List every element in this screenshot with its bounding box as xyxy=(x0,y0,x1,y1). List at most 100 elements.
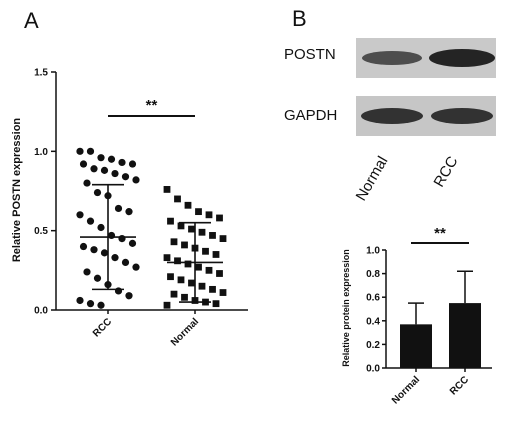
blot-lane-label-normal: Normal xyxy=(353,154,392,204)
dot-plot-point-rcc xyxy=(100,166,109,174)
panel-b-letter: B xyxy=(292,6,307,31)
bar-rcc xyxy=(449,303,481,368)
dot-plot-point-normal xyxy=(181,293,188,301)
bar-chart-significance-label: ** xyxy=(434,225,446,242)
dot-plot-point-rcc xyxy=(100,249,109,257)
dot-plot-point-normal xyxy=(170,238,178,246)
dot-plot-point-rcc xyxy=(114,287,123,295)
dot-plot-point-rcc xyxy=(90,165,98,173)
dot-plot-point-normal xyxy=(177,276,185,284)
bar-chart-y-tick-label: 0.4 xyxy=(366,316,380,327)
dot-plot-point-rcc xyxy=(76,147,84,155)
bar-chart-x-tick-label: Normal xyxy=(390,374,422,406)
dot-plot-x-tick-label: Normal xyxy=(169,316,201,348)
dot-plot-point-normal xyxy=(163,254,171,262)
dot-plot-point-rcc xyxy=(93,188,102,197)
dot-plot-point-normal xyxy=(174,257,181,265)
dot-plot-point-rcc xyxy=(118,158,126,167)
bar-chart: Relative protein expression 0.0 0.2 0.4 0.6… xyxy=(341,225,492,406)
dot-plot-point-rcc xyxy=(121,173,130,181)
bar-chart-y-tick-label: 0.2 xyxy=(366,340,380,351)
dot-plot-point-rcc xyxy=(132,263,140,271)
dot-plot-point-rcc xyxy=(83,268,91,276)
dot-plot: Relative POSTN expression 0.0 0.5 1.0 1.5 R… xyxy=(11,68,248,348)
bar-chart-y-tick-label: 0.6 xyxy=(366,293,380,304)
blot-row-label-postn: POSTN xyxy=(284,46,336,63)
blot-row-label-gapdh: GAPDH xyxy=(284,107,337,124)
dot-plot-point-rcc xyxy=(79,160,88,168)
blot-band-postn-rcc xyxy=(429,49,495,67)
dot-plot-point-rcc xyxy=(128,160,137,168)
dot-plot-point-rcc xyxy=(86,300,95,308)
bar-chart-y-tick-label: 0.8 xyxy=(366,269,380,280)
panel-a-letter: A xyxy=(24,8,39,33)
dot-plot-point-normal xyxy=(216,214,223,222)
dot-plot-point-normal xyxy=(167,217,174,225)
dot-plot-point-normal xyxy=(167,273,174,281)
dot-plot-point-normal xyxy=(184,260,192,268)
dot-plot-point-normal xyxy=(188,225,195,233)
blot-band-gapdh-normal xyxy=(361,108,423,124)
dot-plot-point-normal xyxy=(195,208,202,216)
dot-plot-point-rcc xyxy=(83,179,91,187)
dot-plot-point-rcc xyxy=(90,246,98,254)
dot-plot-point-normal xyxy=(205,211,213,219)
dot-plot-point-normal xyxy=(205,266,213,274)
dot-plot-point-normal xyxy=(163,301,171,309)
dot-plot-point-normal xyxy=(202,247,209,255)
dot-plot-point-normal xyxy=(219,235,227,242)
dot-plot-y-tick-label: 0.5 xyxy=(34,226,48,237)
dot-plot-x-tick-label: RCC xyxy=(91,316,114,339)
dot-plot-point-normal xyxy=(184,201,192,209)
dot-plot-point-rcc xyxy=(79,242,88,251)
dot-plot-point-normal xyxy=(209,285,216,293)
dot-plot-point-rcc xyxy=(86,217,95,225)
dot-plot-point-normal xyxy=(188,279,195,287)
bar-normal xyxy=(400,324,432,368)
dot-plot-y-tick-label: 1.0 xyxy=(34,147,48,158)
dot-plot-point-rcc xyxy=(125,292,133,300)
dot-plot-point-rcc xyxy=(86,147,95,155)
dot-plot-point-normal xyxy=(219,289,227,296)
dot-plot-point-rcc xyxy=(111,169,119,178)
dot-plot-point-normal xyxy=(198,282,206,290)
dot-plot-point-rcc xyxy=(125,208,133,216)
western-blot: POSTN GAPDH Normal RCC xyxy=(284,38,496,204)
dot-plot-point-normal xyxy=(163,186,171,193)
dot-plot-point-rcc xyxy=(97,301,105,309)
dot-plot-point-rcc xyxy=(97,154,105,162)
dot-plot-point-rcc xyxy=(97,223,105,232)
dot-plot-point-rcc xyxy=(121,258,130,266)
dot-plot-point-rcc xyxy=(107,155,116,163)
dot-plot-point-rcc xyxy=(76,211,84,219)
blot-band-postn-normal xyxy=(362,51,422,65)
dot-plot-point-normal xyxy=(181,241,188,249)
blot-band-gapdh-rcc xyxy=(431,108,493,124)
dot-plot-point-rcc xyxy=(118,235,126,243)
bar-chart-y-axis-label: Relative protein expression xyxy=(341,249,351,367)
dot-plot-point-rcc xyxy=(132,176,140,184)
dot-plot-point-rcc xyxy=(114,204,123,213)
dot-plot-point-normal xyxy=(177,222,185,230)
dot-plot-y-axis-label: Relative POSTN expression xyxy=(11,118,23,263)
dot-plot-point-normal xyxy=(170,290,178,298)
dot-plot-point-normal xyxy=(174,195,181,203)
dot-plot-point-normal xyxy=(212,300,220,308)
dot-plot-point-normal xyxy=(198,228,206,236)
dot-plot-point-normal xyxy=(212,251,220,258)
dot-plot-point-normal xyxy=(195,263,202,271)
dot-plot-y-tick-label: 1.5 xyxy=(34,68,48,79)
dot-plot-point-rcc xyxy=(76,296,84,305)
bar-chart-y-tick-label: 0.0 xyxy=(366,364,380,375)
bar-chart-y-tick-label: 1.0 xyxy=(366,246,380,257)
dot-plot-point-normal xyxy=(209,232,216,239)
dot-plot-point-rcc xyxy=(107,231,116,240)
dot-plot-point-rcc xyxy=(128,239,137,247)
dot-plot-point-rcc xyxy=(93,274,102,282)
bar-chart-x-tick-label: RCC xyxy=(448,374,471,397)
dot-plot-y-tick-label: 0.0 xyxy=(34,306,48,317)
blot-lane-label-rcc: RCC xyxy=(430,153,461,190)
dot-plot-point-rcc xyxy=(111,254,119,262)
dot-plot-significance-label: ** xyxy=(146,97,158,114)
